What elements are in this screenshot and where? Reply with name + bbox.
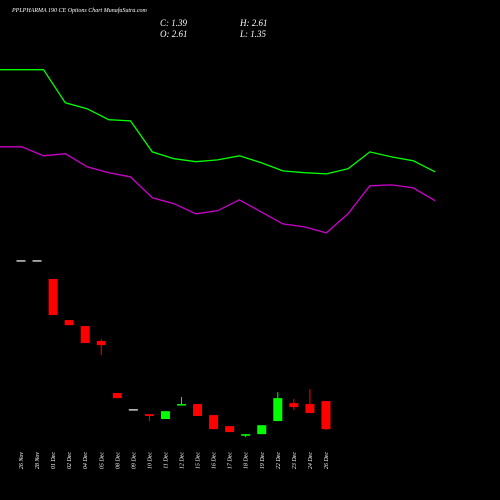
x-tick-label: 22 Dec	[276, 452, 282, 469]
candle-body	[112, 393, 122, 399]
candle-body	[80, 326, 90, 344]
candle-body	[289, 403, 299, 408]
candle-body	[64, 320, 74, 326]
ohlc-open: O: 2.61	[160, 29, 188, 39]
candle-body	[32, 260, 42, 262]
ohlc-low: L: 1.35	[239, 29, 267, 39]
candle-body	[128, 409, 138, 411]
ohlc-high: H: 2.61	[239, 18, 268, 28]
x-tick-label: 04 Dec	[82, 452, 89, 469]
candle-body	[144, 414, 154, 417]
x-tick-label: 26 Dec	[324, 452, 330, 469]
x-tick-label: 24 Dec	[307, 452, 314, 469]
x-tick-label: 09 Dec	[131, 452, 137, 469]
x-tick-label: 18 Dec	[244, 452, 250, 469]
x-tick-label: 11 Dec	[163, 452, 169, 469]
candle-body	[96, 340, 106, 346]
x-tick-label: 15 Dec	[196, 452, 202, 469]
candle-body	[209, 415, 219, 430]
x-tick-label: 16 Dec	[212, 452, 218, 469]
x-tick-label: 26 Nov	[19, 452, 25, 470]
candle-body	[177, 404, 186, 406]
candle-body	[273, 398, 283, 422]
candle-body	[160, 411, 170, 420]
indicator-line	[0, 69, 436, 175]
x-tick-label: 28 Nov	[35, 452, 41, 470]
chart-title: PPLPHARMA 190 CE Options Chart MunafaSut…	[11, 7, 148, 14]
x-tick-label: 10 Dec	[147, 452, 153, 469]
candle-body	[257, 425, 267, 435]
x-tick-label: 23 Dec	[292, 452, 298, 469]
x-tick-label: 05 Dec	[99, 452, 105, 469]
x-tick-label: 02 Dec	[67, 452, 73, 469]
indicator-line	[0, 146, 436, 234]
candle-body	[321, 401, 331, 430]
x-tick-label: 19 Dec	[260, 452, 266, 469]
x-tick-label: 08 Dec	[115, 452, 121, 469]
candle-body	[48, 279, 58, 316]
candle-body	[241, 434, 251, 436]
x-tick-label: 01 Dec	[51, 452, 57, 469]
candle-body	[193, 404, 203, 417]
x-tick-label: 17 Dec	[228, 452, 234, 469]
candle-body	[225, 426, 235, 433]
x-tick-label: 12 Dec	[180, 452, 186, 469]
candle-body	[16, 260, 26, 262]
candle-body	[305, 404, 315, 414]
ohlc-close: C: 1.39	[160, 18, 188, 28]
